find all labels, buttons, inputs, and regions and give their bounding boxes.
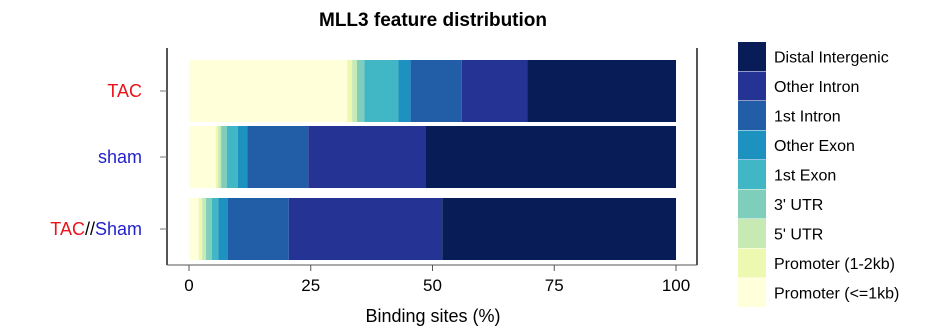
bar-segment — [189, 60, 347, 122]
legend-label: 5' UTR — [774, 227, 823, 244]
plot-area — [167, 48, 697, 265]
legend-label: Other Intron — [774, 79, 859, 96]
bar-segment — [364, 60, 398, 122]
chart-title: MLL3 feature distribution — [319, 10, 547, 31]
legend-swatch — [738, 131, 766, 160]
category-label-part: TAC — [107, 81, 142, 101]
bar-segment — [398, 60, 410, 122]
legend-swatch — [738, 42, 766, 71]
bar-segment — [347, 60, 352, 122]
bar-segment — [289, 198, 442, 260]
legend-label: Other Exon — [774, 138, 855, 155]
bar-segment — [227, 126, 238, 188]
bar-segment — [228, 198, 289, 260]
category-label-part: Sham — [95, 219, 142, 239]
legend-label: Promoter (<=1kb) — [774, 286, 899, 303]
legend: Distal Intergenic Other Intron 1st Intron O… — [738, 42, 899, 307]
bar-segment — [247, 126, 308, 188]
bar-segment — [218, 198, 228, 260]
bar-segment — [527, 60, 676, 122]
bar-segment — [218, 126, 221, 188]
bar-segment — [199, 198, 202, 260]
legend-swatch — [738, 72, 766, 101]
legend-label: 1st Exon — [774, 168, 836, 185]
legend-label: 1st Intron — [774, 109, 841, 126]
bar-segment — [308, 126, 425, 188]
bar-segment — [462, 60, 528, 122]
legend-label: 3' UTR — [774, 197, 823, 214]
bar-segment — [238, 126, 248, 188]
category-label-part: // — [85, 219, 95, 239]
legend-swatch — [738, 101, 766, 130]
bar-segment — [216, 126, 218, 188]
bar-segment — [357, 60, 364, 122]
bar-segment — [352, 60, 357, 122]
legend-swatch — [738, 160, 766, 189]
category-label: sham — [98, 147, 142, 167]
legend-swatch — [738, 190, 766, 219]
bar-segment — [425, 126, 676, 188]
x-axis: 0 25 50 75 100 — [167, 265, 697, 295]
bar-segment — [411, 60, 462, 122]
bar-segment — [202, 198, 206, 260]
bar-segment — [212, 198, 218, 260]
x-tick-label: 50 — [423, 276, 442, 295]
bar-segment — [206, 198, 212, 260]
legend-swatch — [738, 249, 766, 278]
x-tick-label: 0 — [184, 276, 193, 295]
legend-label: Promoter (1-2kb) — [774, 256, 895, 273]
category-label-part: TAC — [50, 219, 85, 239]
x-tick-label: 25 — [301, 276, 320, 295]
category-label-part: sham — [98, 147, 142, 167]
bar-segment — [221, 126, 227, 188]
x-axis-label: Binding sites (%) — [365, 306, 500, 326]
category-label: TAC — [107, 81, 142, 101]
x-tick-label: 75 — [545, 276, 564, 295]
legend-swatch — [738, 278, 766, 307]
bar-segment — [189, 198, 199, 260]
legend-label: Distal Intergenic — [774, 50, 889, 67]
x-tick-label: 100 — [662, 276, 690, 295]
bar-segment — [442, 198, 676, 260]
bar-segment — [189, 126, 216, 188]
legend-swatch — [738, 219, 766, 248]
category-label: TAC//Sham — [50, 219, 142, 239]
